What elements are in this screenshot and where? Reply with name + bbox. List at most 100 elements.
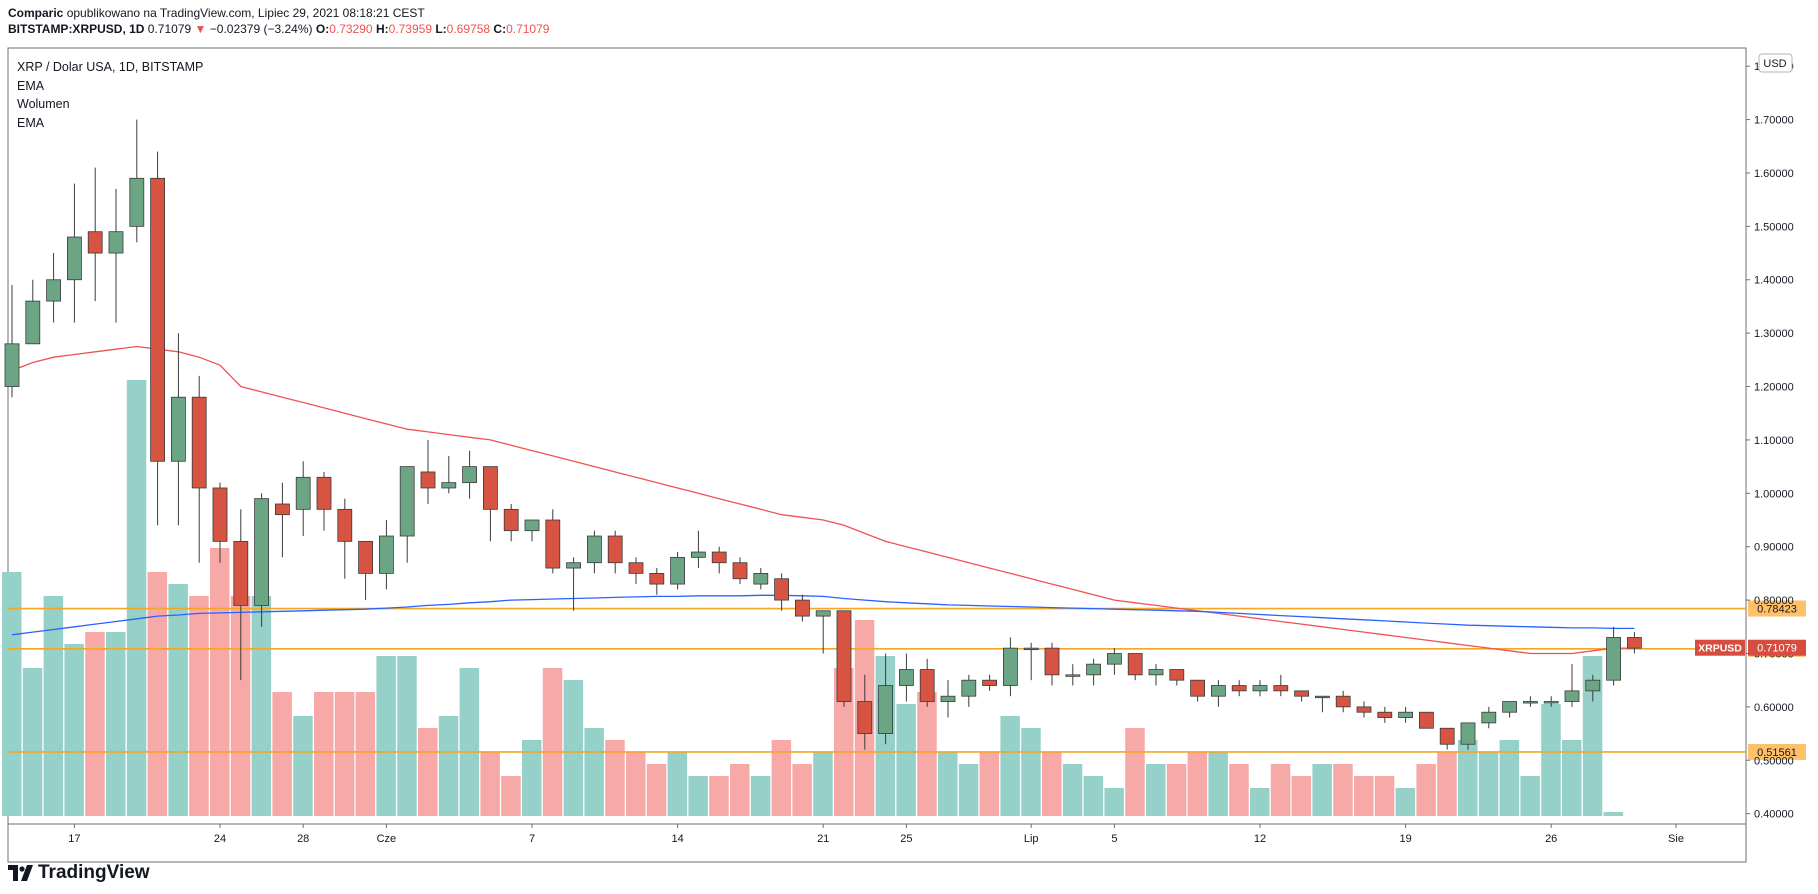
candle-body	[774, 578, 789, 601]
candle	[774, 573, 789, 611]
candle	[420, 439, 436, 504]
candle-body	[1481, 711, 1497, 724]
publish-line: Comparic opublikowano na TradingView.com…	[8, 6, 425, 20]
volume-bar	[1354, 776, 1374, 816]
candle-body	[441, 482, 457, 489]
down-arrow-icon: ▼	[194, 22, 207, 36]
volume-bar	[126, 380, 147, 816]
candle-body	[170, 396, 186, 462]
last-price: 0.71079	[147, 22, 192, 36]
candle-body	[1356, 706, 1372, 713]
candle	[1439, 727, 1455, 750]
candle-body	[1606, 637, 1621, 681]
author-name[interactable]: Comparic	[8, 6, 64, 20]
y-tick-label: 1.40000	[1754, 275, 1794, 287]
candle-body	[503, 508, 519, 532]
volume-bar	[501, 776, 521, 816]
volume-bar	[168, 584, 188, 816]
candle-body	[1585, 679, 1601, 692]
candle	[1065, 664, 1081, 686]
volume-bar	[1541, 704, 1561, 816]
volume-bar	[1125, 728, 1145, 816]
candle	[1211, 680, 1226, 707]
candle-body	[1294, 690, 1309, 697]
candle-body	[1398, 711, 1413, 718]
candle-body	[566, 562, 581, 569]
currency-button[interactable]: USD	[1758, 53, 1793, 73]
candle	[129, 119, 145, 243]
legend-title[interactable]: XRP / Dolar USA, 1D, BITSTAMP	[17, 60, 204, 74]
volume-bar	[1270, 764, 1291, 816]
price-axis[interactable]: 1.800001.700001.600001.500001.400001.300…	[1695, 61, 1806, 821]
x-tick-label: 17	[68, 833, 80, 845]
candle	[1585, 674, 1601, 702]
volume-bar	[563, 680, 584, 816]
volume-bar	[210, 548, 230, 816]
candle	[1148, 664, 1164, 686]
volume-bar	[1333, 764, 1353, 816]
candle	[691, 530, 706, 569]
volume-bar	[1458, 740, 1478, 816]
candle	[566, 557, 581, 611]
candle	[1231, 680, 1247, 697]
candle-body	[732, 562, 748, 580]
close-label: C:	[493, 22, 507, 36]
x-tick-label: 19	[1399, 833, 1411, 845]
legend-item-volume[interactable]: Wolumen	[17, 97, 70, 111]
candle-body	[795, 599, 810, 617]
volume-bar	[1374, 776, 1395, 816]
y-tick-label: 0.50000	[1754, 755, 1794, 767]
candle-body	[940, 695, 956, 702]
candle-body	[129, 177, 145, 227]
candle	[295, 461, 311, 537]
candle	[67, 183, 82, 323]
candle-body	[815, 610, 831, 617]
candle	[1190, 679, 1205, 702]
tradingview-logo[interactable]: TradingView	[8, 862, 150, 884]
legend-item-ema-1[interactable]: EMA	[17, 78, 45, 93]
volume-bar	[1582, 656, 1603, 816]
time-axis[interactable]: 17 24 28 Cze 7 14 21 25 Lip 5 12 19 26 Sie	[68, 824, 1684, 845]
open-label: O:	[315, 22, 330, 36]
candle	[1003, 637, 1018, 697]
candle	[254, 493, 270, 627]
candle	[1273, 674, 1289, 697]
candle-body	[87, 231, 103, 254]
volume-bar	[522, 740, 542, 816]
volume-bar	[605, 740, 625, 816]
x-tick-label: 21	[817, 833, 829, 845]
symbol-badge	[1695, 639, 1745, 656]
y-tick-label: 0.80000	[1754, 595, 1794, 607]
y-tick-label: 1.70000	[1754, 115, 1794, 127]
last-price-label: 0.71079	[1757, 643, 1797, 655]
open-value: 0.73290	[329, 22, 373, 36]
volume-bar	[85, 632, 105, 816]
candle-body	[4, 343, 20, 387]
volume-bar	[834, 668, 854, 816]
candle-body	[420, 471, 436, 489]
candle-body	[233, 540, 249, 606]
volume-bar	[688, 776, 708, 816]
x-tick-label: 14	[671, 833, 683, 845]
y-tick-label: 0.60000	[1754, 702, 1794, 714]
candle	[649, 568, 665, 595]
volume-bar	[106, 632, 126, 816]
candle-body	[1564, 690, 1580, 702]
x-tick-label: 26	[1545, 833, 1557, 845]
legend-item-ema-2[interactable]: EMA	[17, 115, 45, 130]
candle	[628, 557, 644, 585]
volume-bar	[438, 716, 459, 816]
candle-body	[649, 572, 665, 585]
volume-bar	[813, 752, 833, 816]
candle-body	[378, 535, 394, 574]
candle	[503, 503, 519, 542]
candle-body	[482, 466, 498, 510]
y-tick-label: 1.20000	[1754, 382, 1794, 394]
candle	[87, 167, 103, 302]
ohlc-line: BITSTAMP:XRPUSD, 1D 0.71079 ▼ −0.02379 (…	[8, 22, 549, 36]
volume-bar	[1229, 764, 1249, 816]
candle	[482, 466, 498, 542]
candle	[732, 557, 748, 585]
